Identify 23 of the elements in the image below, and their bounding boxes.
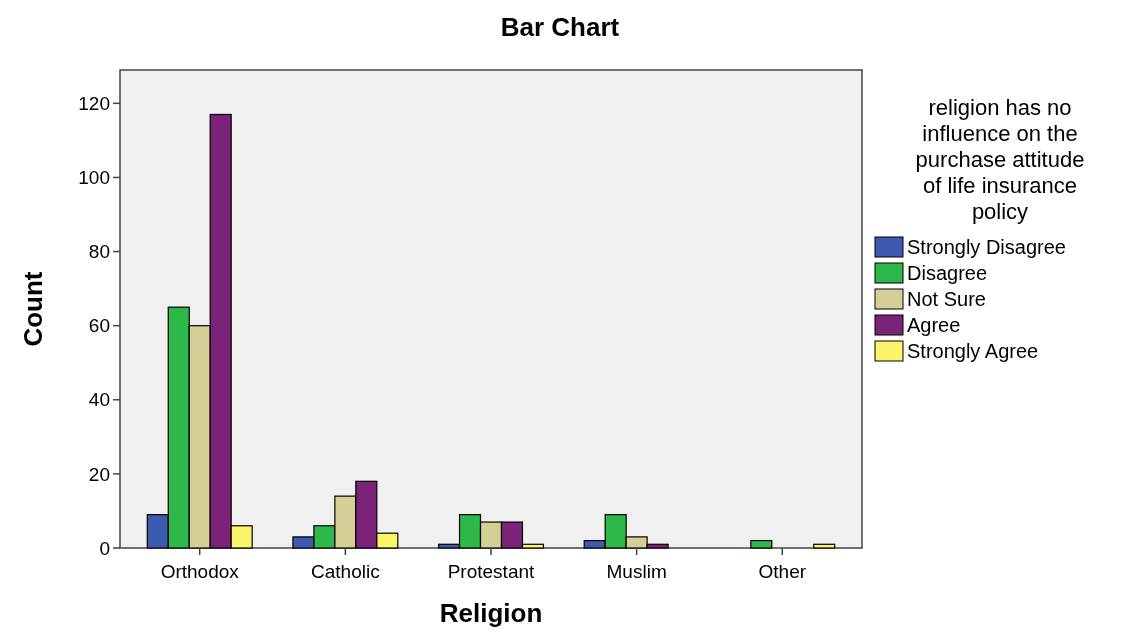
y-tick-label: 40 bbox=[88, 389, 110, 411]
y-axis-title: Count bbox=[18, 271, 48, 347]
x-tick-label: Catholic bbox=[311, 561, 380, 582]
legend-label: Not Sure bbox=[907, 288, 986, 310]
x-tick-label: Muslim bbox=[606, 561, 667, 582]
legend-label: Strongly Agree bbox=[907, 340, 1039, 362]
legend-label: Disagree bbox=[907, 262, 988, 284]
chart-title: Bar Chart bbox=[500, 12, 620, 42]
y-tick-label: 120 bbox=[78, 93, 110, 114]
y-tick-label: 80 bbox=[88, 241, 110, 263]
bar bbox=[750, 539, 773, 549]
bar bbox=[813, 543, 836, 549]
y-tick-label: 20 bbox=[88, 463, 110, 485]
y-tick-label: 100 bbox=[78, 167, 110, 189]
x-tick-label: Protestant bbox=[447, 561, 536, 582]
y-tick-label: 60 bbox=[88, 315, 110, 337]
legend-label: Agree bbox=[907, 314, 961, 336]
y-tick-label: 0 bbox=[99, 537, 110, 559]
x-tick-label: Orthodox bbox=[160, 561, 240, 582]
x-axis-title: Religion bbox=[439, 598, 543, 628]
x-tick-label: Other bbox=[758, 561, 807, 582]
legend-label: Strongly Disagree bbox=[907, 236, 1066, 258]
legend-title: religion has no influence on the purchase attitude of life insurance policy bbox=[915, 95, 1085, 224]
